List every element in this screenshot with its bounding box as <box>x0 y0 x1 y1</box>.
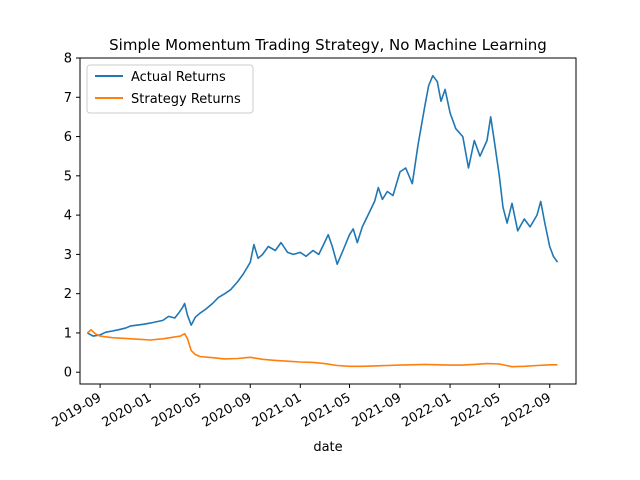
y-axis: 0 1 2 3 4 5 6 7 8 <box>64 52 80 381</box>
y-tick-label: 8 <box>64 52 72 67</box>
legend-label-strategy-returns: Strategy Returns <box>131 92 241 107</box>
y-tick-label: 6 <box>64 130 72 145</box>
series-layer <box>86 74 559 368</box>
series-line-actual-returns <box>87 74 559 337</box>
chart-title: Simple Momentum Trading Strategy, No Mac… <box>109 36 547 54</box>
y-tick-label: 3 <box>64 248 72 263</box>
legend: Actual Returns Strategy Returns <box>86 64 254 114</box>
series-line-strategy-returns <box>86 328 558 368</box>
x-axis-title: date <box>313 440 342 455</box>
y-tick-label: 5 <box>64 169 72 184</box>
legend-box <box>86 64 254 114</box>
y-tick-label: 7 <box>64 91 72 106</box>
y-tick-label: 0 <box>64 366 72 381</box>
y-tick-label: 1 <box>64 326 72 341</box>
y-tick-label: 4 <box>64 209 72 224</box>
legend-label-actual-returns: Actual Returns <box>131 70 226 85</box>
y-tick-label: 2 <box>64 287 72 302</box>
axes-frame <box>79 57 577 385</box>
